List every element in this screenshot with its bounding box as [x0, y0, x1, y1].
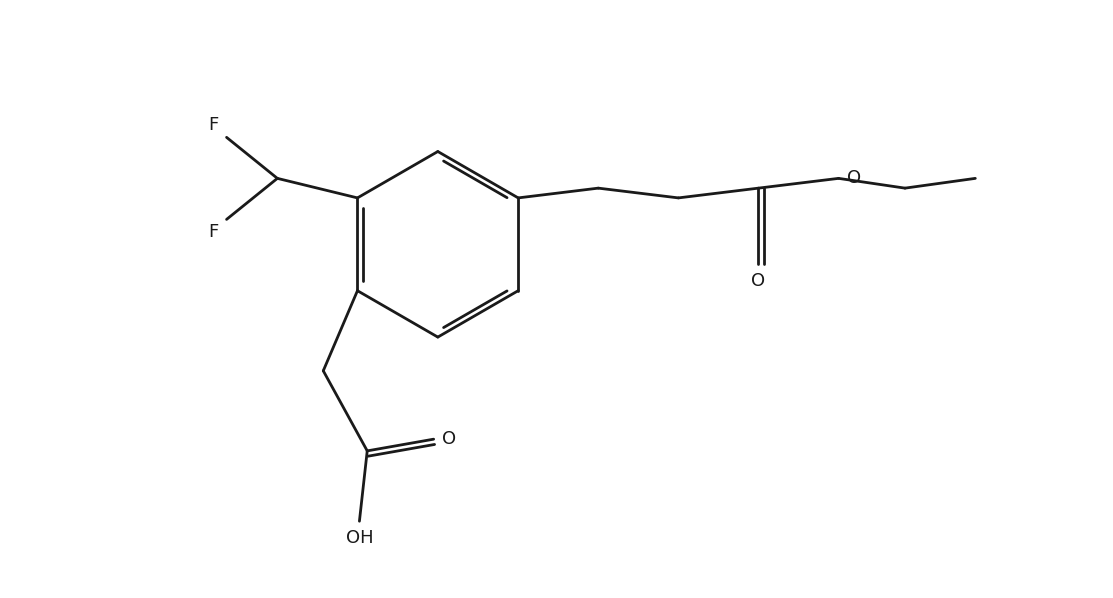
Text: F: F — [209, 223, 219, 241]
Text: O: O — [751, 272, 766, 290]
Text: O: O — [442, 430, 456, 448]
Text: O: O — [847, 169, 861, 187]
Text: OH: OH — [346, 529, 373, 547]
Text: F: F — [209, 115, 219, 133]
